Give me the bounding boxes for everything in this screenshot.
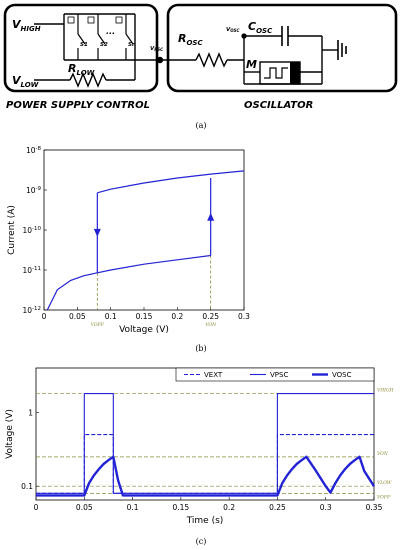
svg-text:COSC: COSC (248, 20, 273, 35)
sn-label: Sn (128, 42, 136, 48)
svg-text:VOSC: VOSC (226, 27, 240, 33)
y-axis-label: Voltage (V) (5, 409, 15, 459)
transient-voltage-chart: VHIGH VON VLOW VOFF 0 0.05 0.1 0.15 0.2 0.25 0.3 0.… (5, 367, 394, 526)
x-tick-label: 0.1 (127, 503, 139, 512)
x-tick-label: 0.25 (202, 312, 219, 321)
x-tick-label: 0.15 (173, 503, 190, 512)
power-supply-title: POWER SUPPLY CONTROL (6, 100, 150, 111)
m-label: M (246, 58, 257, 71)
caption-b: (b) (195, 344, 206, 353)
r-low-label: R (68, 62, 76, 75)
x-tick-label: 0.3 (320, 503, 332, 512)
v-off-label: VOFF (91, 322, 105, 328)
y-tick-label: 10-12 (22, 306, 41, 315)
x-tick-label: 0.2 (171, 312, 183, 321)
switch-sn-icon (125, 33, 134, 45)
legend-box (175, 367, 375, 382)
vpsc-line (36, 393, 374, 494)
v-high-label: V (12, 18, 22, 31)
svg-text:ROSC: ROSC (178, 32, 203, 47)
oscillator-block (166, 3, 398, 93)
x-tick-label: 0.2 (223, 503, 235, 512)
circuit-labels: VHIGH VLOW RLOW S1 S2 Sn ... VPSC ROSC V… (6, 18, 313, 130)
v-low-label: V (12, 74, 22, 87)
x-tick-label: 0 (42, 312, 47, 321)
off-state-curve (46, 254, 211, 311)
reference-label: VHIGH (377, 388, 394, 394)
x-tick-label: 0.25 (269, 503, 286, 512)
legend-label: VPSC (270, 371, 288, 379)
svg-text:VHIGH: VHIGH (12, 18, 41, 33)
v-osc-label: V (226, 27, 231, 33)
c-osc-label: C (248, 20, 256, 33)
switch-dots: ... (106, 27, 115, 36)
iv-hysteresis-chart: 0 0.05 0.1 0.15 0.2 0.25 0.3 10-12 10-11 10-10 10-… (7, 146, 250, 335)
x-tick-label: 0.15 (136, 312, 153, 321)
on-state-curve (97, 170, 245, 194)
s1-label: S1 (80, 42, 88, 48)
x-tick-label: 0 (34, 503, 39, 512)
x-tick-label: 0.1 (105, 312, 117, 321)
y-tick-label: 10-11 (22, 266, 41, 275)
arrow-up-icon (207, 212, 215, 221)
v-on-label: VON (205, 322, 217, 328)
r-osc-label: R (178, 32, 186, 45)
reference-label: VLOW (377, 480, 392, 486)
switch-s1-icon (77, 33, 86, 45)
power-supply-block (3, 3, 159, 93)
svg-text:RLOW: RLOW (68, 62, 95, 77)
x-tick-label: 0.35 (366, 503, 383, 512)
reference-label: VOFF (377, 494, 391, 500)
svg-text:VPSC: VPSC (150, 46, 163, 52)
y-axis-label: Current (A) (7, 205, 17, 255)
svg-text:VLOW: VLOW (12, 74, 39, 89)
x-axis-label: Time (s) (186, 516, 224, 526)
reference-label: VON (377, 451, 389, 457)
switch-s2-icon (97, 33, 106, 45)
legend-label: VEXT (204, 371, 223, 379)
vosc-line (36, 455, 376, 497)
switch-gate-icon (87, 16, 95, 24)
oscillator-title: OSCILLATOR (244, 100, 313, 111)
y-tick-label: 1 (28, 408, 33, 417)
y-tick-label: 10-9 (26, 186, 42, 195)
legend-label: VOSC (332, 371, 352, 379)
caption-c: (c) (196, 537, 207, 546)
ground-icon (337, 40, 347, 60)
s2-label: S2 (100, 42, 108, 48)
caption-a: (a) (195, 121, 206, 130)
arrow-down-icon (93, 228, 101, 237)
x-tick-label: 0.05 (76, 503, 93, 512)
switch-gate-icon (115, 16, 123, 24)
switch-gate-icon (67, 16, 75, 24)
r-low-resistor-icon (69, 72, 107, 88)
y-tick-label: 10-10 (22, 226, 41, 235)
circuit-diagram (3, 3, 398, 93)
y-tick-label: 0.1 (21, 482, 33, 491)
x-axis-label: Voltage (V) (119, 325, 169, 335)
v-psc-label: V (150, 46, 155, 52)
r-osc-resistor-icon (195, 52, 228, 68)
x-tick-label: 0.3 (238, 312, 250, 321)
x-tick-label: 0.05 (69, 312, 86, 321)
y-tick-label: 10-8 (26, 146, 42, 155)
